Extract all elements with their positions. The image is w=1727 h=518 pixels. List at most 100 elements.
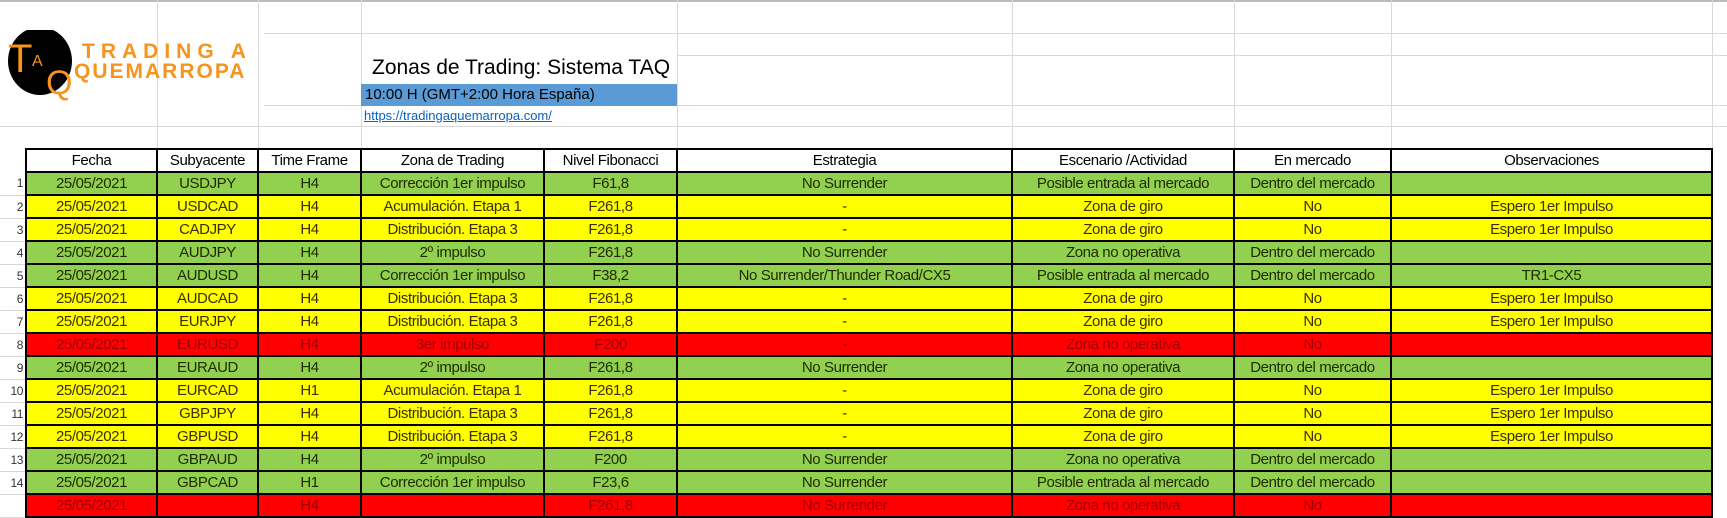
column-header[interactable]: En mercado [1233,148,1392,173]
column-header[interactable]: Zona de Trading [360,148,545,173]
table-cell[interactable] [1390,241,1713,265]
table-cell[interactable]: - [676,425,1013,449]
table-cell[interactable]: H4 [257,494,362,518]
table-cell[interactable]: 25/05/2021 [25,402,158,426]
table-cell[interactable]: - [676,195,1013,219]
table-cell[interactable]: No [1233,218,1392,242]
table-cell[interactable]: Zona no operativa [1011,356,1235,380]
table-cell[interactable] [1390,172,1713,196]
table-cell[interactable]: 25/05/2021 [25,264,158,288]
table-cell[interactable]: No Surrender [676,448,1013,472]
row-number[interactable]: 12 [0,425,26,449]
table-cell[interactable]: Zona no operativa [1011,448,1235,472]
column-header[interactable]: Time Frame [257,148,362,173]
table-cell[interactable]: Corrección 1er impulso [360,172,545,196]
table-cell[interactable]: 25/05/2021 [25,310,158,334]
table-cell[interactable]: 25/05/2021 [25,356,158,380]
table-cell[interactable]: H4 [257,448,362,472]
table-cell[interactable]: Zona de giro [1011,402,1235,426]
table-cell[interactable]: AUDJPY [156,241,259,265]
table-cell[interactable]: Zona de giro [1011,218,1235,242]
table-cell[interactable]: No Surrender [676,471,1013,495]
table-cell[interactable]: GBPUSD [156,425,259,449]
table-cell[interactable]: No [1233,379,1392,403]
row-number[interactable]: 11 [0,402,26,426]
table-cell[interactable]: H4 [257,195,362,219]
table-cell[interactable]: F261,8 [543,310,678,334]
table-cell[interactable]: 25/05/2021 [25,218,158,242]
row-number[interactable]: 14 [0,471,26,495]
table-cell[interactable]: No [1233,310,1392,334]
column-header[interactable]: Subyacente [156,148,259,173]
table-cell[interactable]: USDCAD [156,195,259,219]
table-cell[interactable]: Espero 1er Impulso [1390,195,1713,219]
column-header[interactable]: Estrategia [676,148,1013,173]
table-cell[interactable]: EURUSD [156,333,259,357]
table-cell[interactable] [360,494,545,518]
table-cell[interactable]: H4 [257,333,362,357]
row-number[interactable]: 13 [0,448,26,472]
table-cell[interactable]: No Surrender [676,172,1013,196]
table-cell[interactable]: No Surrender [676,494,1013,518]
table-cell[interactable]: 25/05/2021 [25,172,158,196]
table-cell[interactable]: F61,8 [543,172,678,196]
table-cell[interactable]: Zona de giro [1011,195,1235,219]
table-cell[interactable]: F261,8 [543,402,678,426]
table-cell[interactable]: Zona de giro [1011,379,1235,403]
table-cell[interactable]: 25/05/2021 [25,287,158,311]
table-cell[interactable]: F261,8 [543,494,678,518]
table-cell[interactable]: H4 [257,356,362,380]
table-cell[interactable]: EURJPY [156,310,259,334]
table-cell[interactable]: Espero 1er Impulso [1390,402,1713,426]
table-cell[interactable]: Acumulación. Etapa 1 [360,195,545,219]
table-cell[interactable]: No [1233,425,1392,449]
table-cell[interactable]: Distribución. Etapa 3 [360,425,545,449]
row-number[interactable]: 5 [0,264,26,288]
table-cell[interactable]: H4 [257,241,362,265]
table-cell[interactable]: No [1233,195,1392,219]
table-cell[interactable]: - [676,310,1013,334]
table-cell[interactable]: H1 [257,471,362,495]
table-cell[interactable]: Dentro del mercado [1233,241,1392,265]
table-cell[interactable]: F23,6 [543,471,678,495]
table-cell[interactable]: F200 [543,448,678,472]
column-header[interactable]: Escenario /Actividad [1011,148,1235,173]
table-cell[interactable]: - [676,333,1013,357]
website-link[interactable]: https://tradingaquemarropa.com/ [364,108,552,123]
row-number[interactable] [0,494,26,518]
table-cell[interactable]: Distribución. Etapa 3 [360,287,545,311]
table-cell[interactable]: No [1233,287,1392,311]
table-cell[interactable]: - [676,287,1013,311]
table-cell[interactable]: No Surrender [676,356,1013,380]
table-cell[interactable] [1390,356,1713,380]
table-cell[interactable]: Espero 1er Impulso [1390,287,1713,311]
table-cell[interactable]: Corrección 1er impulso [360,264,545,288]
table-cell[interactable]: AUDCAD [156,287,259,311]
table-cell[interactable]: 25/05/2021 [25,379,158,403]
table-cell[interactable] [156,494,259,518]
table-cell[interactable]: Dentro del mercado [1233,264,1392,288]
row-number[interactable]: 10 [0,379,26,403]
table-cell[interactable]: Espero 1er Impulso [1390,310,1713,334]
table-cell[interactable]: H4 [257,218,362,242]
row-number[interactable]: 3 [0,218,26,242]
table-cell[interactable]: Acumulación. Etapa 1 [360,379,545,403]
table-cell[interactable]: No Surrender/Thunder Road/CX5 [676,264,1013,288]
table-cell[interactable] [1390,333,1713,357]
table-cell[interactable]: 25/05/2021 [25,471,158,495]
table-cell[interactable]: Zona de giro [1011,310,1235,334]
table-cell[interactable]: Zona de giro [1011,425,1235,449]
table-cell[interactable]: H4 [257,425,362,449]
table-cell[interactable]: Distribución. Etapa 3 [360,218,545,242]
row-number[interactable]: 6 [0,287,26,311]
table-cell[interactable]: Zona de giro [1011,287,1235,311]
table-cell[interactable]: F261,8 [543,379,678,403]
column-header[interactable]: Nivel Fibonacci [543,148,678,173]
table-cell[interactable]: 25/05/2021 [25,425,158,449]
table-cell[interactable]: GBPCAD [156,471,259,495]
table-cell[interactable]: CADJPY [156,218,259,242]
table-cell[interactable]: - [676,379,1013,403]
table-cell[interactable]: Corrección 1er impulso [360,471,545,495]
table-cell[interactable]: No Surrender [676,241,1013,265]
table-cell[interactable]: No [1233,494,1392,518]
